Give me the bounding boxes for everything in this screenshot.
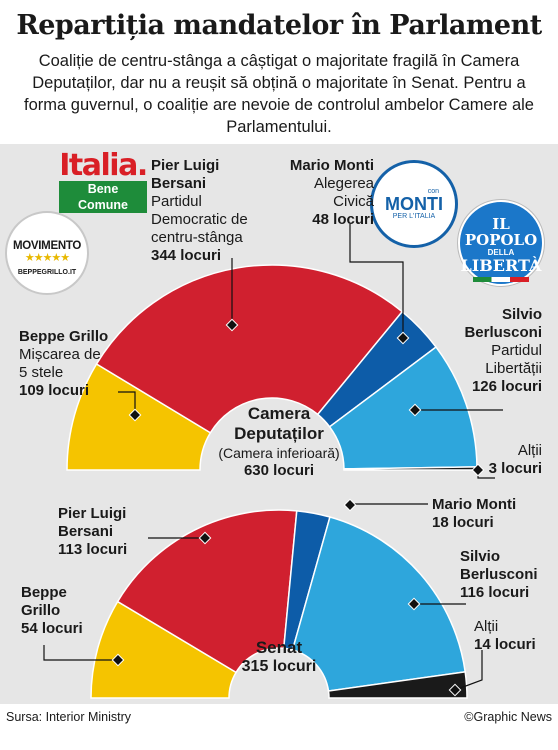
italia-logo-text: Italia.: [59, 148, 148, 183]
senate-slice-bersani: [116, 509, 298, 674]
senate-monti-leader: Mario Monti: [432, 496, 517, 513]
senate-others-party: Alții: [474, 618, 499, 635]
chamber-bersani-seats: 344 locuri: [151, 247, 222, 264]
chamber-label-grillo: Beppe Grillo Mișcarea de 5 stele 109 loc…: [19, 328, 129, 400]
chamber-pointer-monti-marker: [396, 331, 410, 345]
senate-pointer-monti-line: [349, 503, 428, 505]
senate-berlusconi-seats: 116 locuri: [460, 584, 530, 601]
chamber-total: 630 locuri: [243, 462, 315, 479]
senate-bersani-seats: 113 locuri: [58, 541, 128, 558]
chamber-title: Camera Deputaților: [234, 404, 324, 443]
senate-others-seats: 14 locuri: [474, 636, 536, 653]
chamber-slice-bersani: [95, 264, 404, 434]
italia-bene-comune-logo: Italia. Bene Comune: [59, 148, 148, 213]
senate-pointer-others-marker: [448, 683, 462, 697]
chamber-label-monti: Mario Monti Alegerea Civică 48 locuri: [262, 157, 374, 229]
chamber-pointer-berlusconi-marker: [408, 403, 422, 417]
chamber-pointer-grillo-line: [118, 391, 136, 415]
chamber-pointer-bersani-marker: [225, 318, 239, 332]
senate-semicircle: [90, 509, 468, 699]
chamber-monti-party: Alegerea Civică: [313, 175, 374, 210]
chamber-center-label: Camera Deputaților (Camera inferioară) 6…: [199, 404, 359, 480]
chamber-monti-seats: 48 locuri: [312, 211, 374, 228]
chamber-label-bersani: Pier Luigi Bersani Partidul Democratic d…: [151, 157, 281, 265]
chamber-grillo-seats: 109 locuri: [19, 382, 90, 399]
pointer-lines: [43, 224, 503, 697]
senate-total: 315 locuri: [241, 658, 317, 675]
bene-comune-logo-text: Bene Comune: [59, 181, 147, 213]
senate-monti-seats: 18 locuri: [432, 514, 494, 531]
pdl-logo-della: DELLA: [487, 248, 515, 257]
chamber-berlusconi-leader: Silvio Berlusconi: [464, 306, 542, 341]
pdl-logo-il: IL: [492, 215, 510, 233]
m5s-stars-icon: ★★★★★: [24, 252, 70, 264]
senate-center-label: Senat 315 locuri: [219, 638, 339, 676]
senate-pointer-monti-marker: [343, 498, 357, 512]
chamber-label-others: Alții 3 locuri: [470, 442, 542, 478]
senate-bersani-leader: Pier Luigi Bersani: [58, 505, 127, 540]
pdl-logo-popolo: POPOLO: [464, 231, 538, 249]
chamber-pointer-others-marker: [471, 463, 485, 477]
m5s-logo-url: BEPPEGRILLO.IT: [17, 269, 77, 276]
chamber-subtitle: (Camera inferioară): [218, 445, 340, 461]
senate-pointer-berlusconi-marker: [407, 597, 421, 611]
chamber-pointer-monti-line: [349, 224, 404, 338]
chamber-others-party: Alții: [517, 442, 542, 459]
monti-logo-con: con: [427, 188, 439, 195]
senate-grillo-seats: 54 locuri: [21, 620, 83, 637]
senate-berlusconi-leader: Silvio Berlusconi: [460, 548, 538, 583]
senate-label-berlusconi: Silvio Berlusconi 116 locuri: [460, 548, 550, 602]
popolo-della-liberta-logo: IL POPOLO DELLA LIBERTÀ: [458, 200, 544, 286]
monti-logo-name: MONTI: [385, 194, 443, 214]
tricolore-flag-icon: [473, 277, 529, 282]
senate-label-others: Alții 14 locuri: [474, 618, 548, 654]
chamber-grillo-party: Mișcarea de 5 stele: [19, 346, 101, 381]
chamber-berlusconi-seats: 126 locuri: [471, 378, 542, 395]
chamber-pointer-grillo-marker: [128, 408, 142, 422]
senate-grillo-leader: Beppe Grillo: [21, 584, 67, 619]
chamber-berlusconi-party: Partidul Libertății: [485, 342, 542, 377]
chamber-bersani-party: Partidul Democratic de centru-stânga: [151, 193, 248, 246]
credit-note: ©Graphic News: [464, 710, 552, 724]
chamber-label-berlusconi: Silvio Berlusconi Partidul Libertății 12…: [440, 306, 542, 396]
monti-per-italia-logo: con MONTI PER L'ITALIA: [370, 160, 458, 248]
senate-slice-berlusconi: [291, 516, 467, 692]
chamber-others-seats: 3 locuri: [488, 460, 542, 477]
chamber-grillo-leader: Beppe Grillo: [19, 328, 109, 345]
page-title: Repartiția mandatelor în Parlament: [16, 10, 542, 41]
senate-pointer-grillo-line: [43, 645, 118, 661]
senate-pointer-others-line: [454, 650, 483, 691]
pdl-logo-liberta: LIBERTÀ: [460, 256, 542, 275]
intro-text: Coaliție de centru-stânga a câștigat o m…: [24, 52, 534, 136]
senate-label-grillo: Beppe Grillo 54 locuri: [21, 584, 91, 638]
senate-label-bersani: Pier Luigi Bersani 113 locuri: [58, 505, 148, 559]
senate-pointer-grillo-marker: [111, 653, 125, 667]
m5s-logo-text: MOVIMENTO: [12, 240, 81, 252]
senate-label-monti: Mario Monti 18 locuri: [432, 496, 542, 532]
senate-pointer-bersani-marker: [198, 531, 212, 545]
senate-title: Senat: [255, 638, 303, 657]
chamber-bersani-leader: Pier Luigi Bersani: [151, 157, 220, 192]
chamber-monti-leader: Mario Monti: [289, 157, 374, 174]
senate-slice-others: [327, 670, 468, 699]
source-note: Sursa: Interior Ministry: [6, 710, 132, 724]
movimento-5-stelle-logo: MOVIMENTO ★★★★★ BEPPEGRILLO.IT: [5, 211, 89, 295]
monti-logo-sub: PER L'ITALIA: [392, 213, 436, 220]
